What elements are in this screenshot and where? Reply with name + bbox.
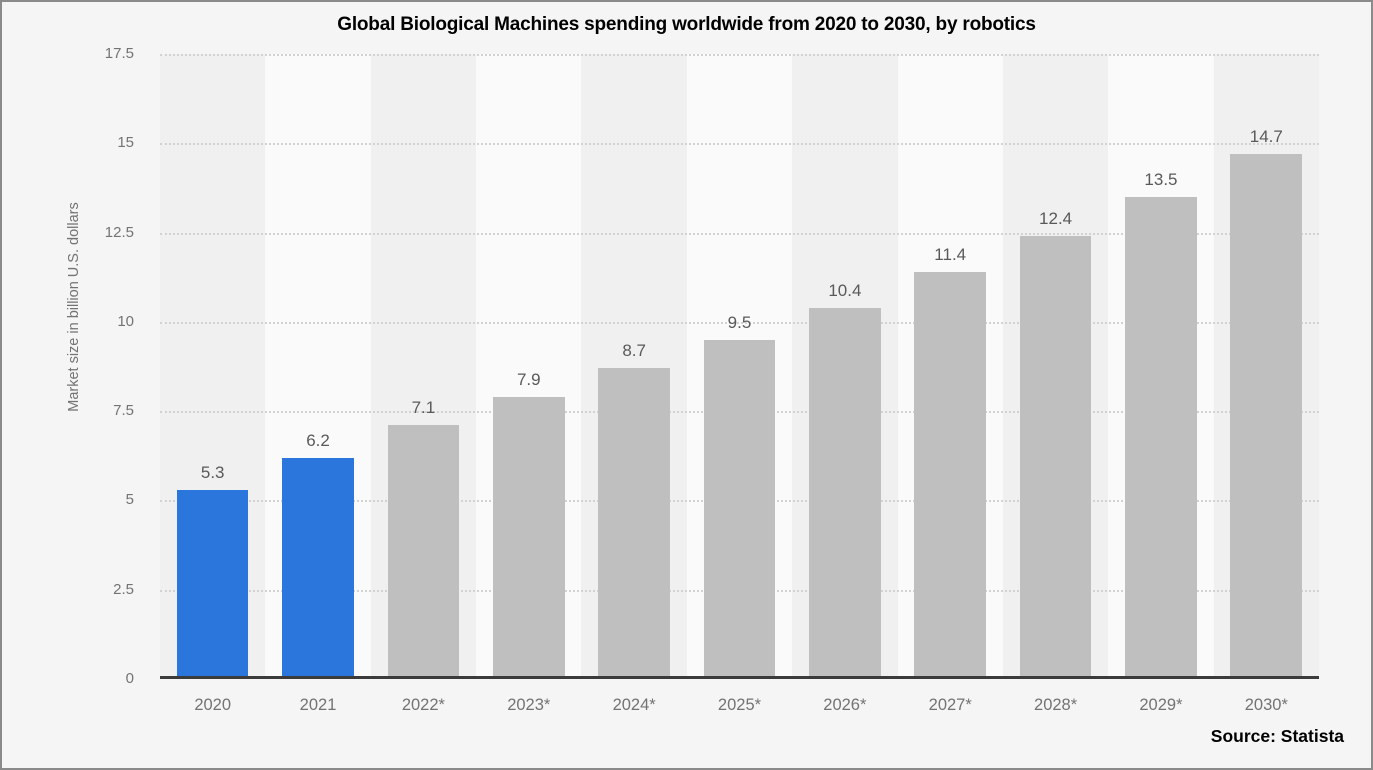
y-tick-label: 2.5 [113,580,134,598]
y-tick-label: 10 [117,312,134,330]
gridline [160,321,1319,324]
y-tick-label: 12.5 [104,223,134,241]
x-tick-label: 2029* [1139,696,1183,714]
x-axis-line [160,676,1319,679]
x-tick-label: 2022* [401,696,445,714]
bar-column: 7.9 [476,54,581,679]
bar-2026*[interactable] [809,307,881,679]
bar-2025*[interactable] [703,339,776,679]
x-tick-label: 2023* [507,696,551,714]
x-tick-label: 2030* [1244,696,1288,714]
bar-2024*[interactable] [598,368,670,679]
bar-column: 5.3 [160,54,265,679]
bar-2030*[interactable] [1230,154,1303,679]
y-tick-label: 5 [125,491,134,509]
x-tick-label: 2028* [1034,696,1078,714]
bar-value-label: 6.2 [306,430,330,450]
bar-2021[interactable] [282,457,354,679]
chart-title: Global Biological Machines spending worl… [337,14,1036,35]
bar-value-label: 8.7 [622,341,646,361]
gridline [160,143,1319,146]
bar-value-label: 13.5 [1144,169,1178,189]
bar-column: 14.7 [1214,54,1319,679]
x-tick-label: 2027* [928,696,972,714]
bar-column: 9.5 [687,54,792,679]
gridline [160,232,1319,235]
bar-2022*[interactable] [387,425,460,679]
bar-2029*[interactable] [1125,196,1197,679]
source-label: Source: Statista [1210,726,1344,746]
bar-2028*[interactable] [1019,236,1092,679]
bar-column: 8.7 [581,54,686,679]
bar-column: 13.5 [1108,54,1213,679]
plot-area: 5.3 6.2 7.1 7.9 8.7 9.5 10.4 11.4 12.4 13.5 14.7 [160,54,1319,679]
bar-2020[interactable] [176,489,249,679]
x-tick-label: 2025* [717,696,762,714]
bar-2023*[interactable] [492,396,565,679]
bar-value-label: 10.4 [828,280,862,300]
y-tick-label: 0 [125,670,134,687]
bar-column: 6.2 [265,54,370,679]
bar-value-label: 7.1 [411,398,436,418]
bar-column: 11.4 [898,54,1003,679]
bar-column: 7.1 [371,54,476,679]
x-tick-label: 2024* [612,696,656,714]
bar-2027*[interactable] [914,271,987,679]
y-tick-label: 17.5 [104,45,134,62]
x-axis-tick-labels: 2020 2021 2022* 2023* 2024* 2025* 2026* 2027* 20… [160,696,1319,720]
bar-value-label: 12.4 [1039,209,1073,229]
y-tick-label: 7.5 [113,402,134,420]
y-tick-label: 15 [117,134,134,152]
bar-value-label: 5.3 [200,462,225,482]
bar-column: 10.4 [792,54,897,679]
bar-value-label: 11.4 [934,244,967,264]
bar-value-label: 9.5 [727,312,752,332]
x-tick-label: 2021 [299,696,337,714]
bar-value-label: 14.7 [1249,127,1283,146]
bar-column: 12.4 [1003,54,1108,679]
x-tick-label: 2020 [194,696,232,714]
gridline [160,54,1319,56]
bar-value-label: 7.9 [516,369,541,389]
x-tick-label: 2026* [823,696,867,714]
